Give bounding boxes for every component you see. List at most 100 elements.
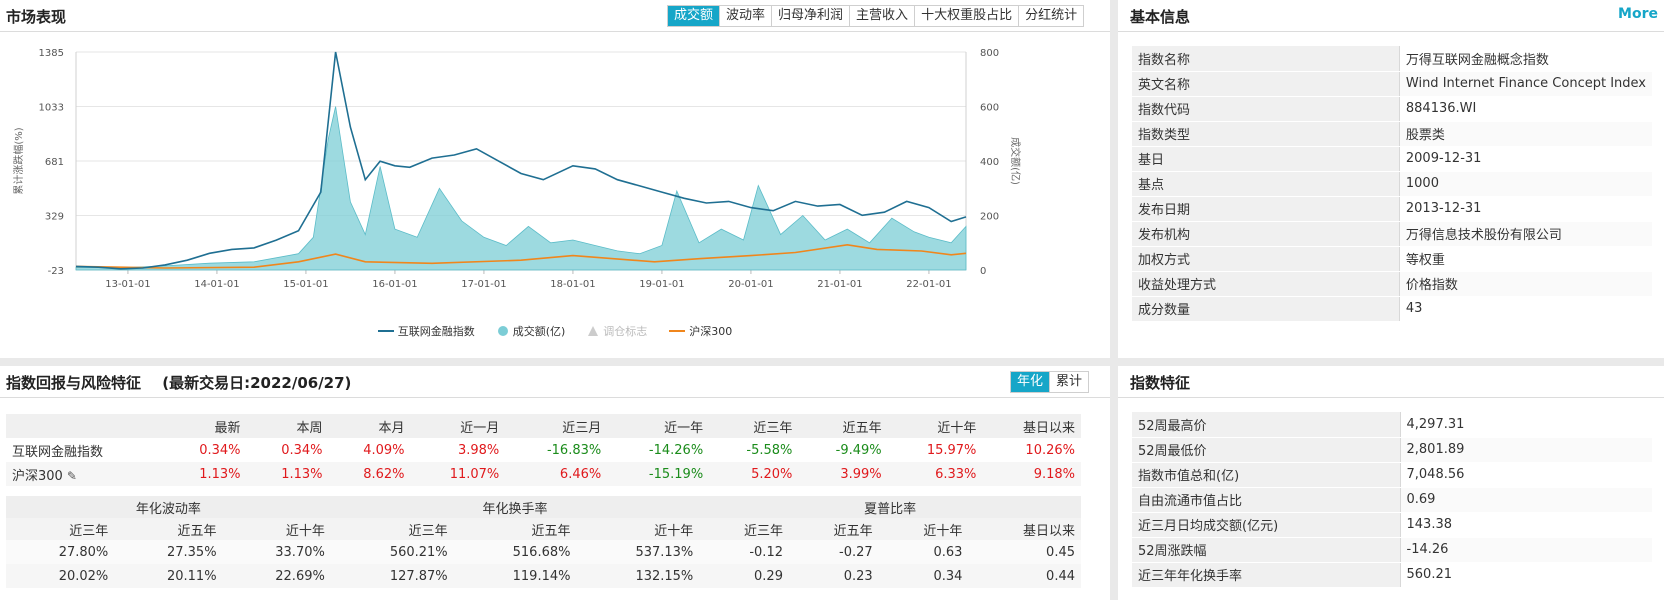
risk-value: 22.69% <box>222 564 331 588</box>
legend-circle-icon <box>497 326 508 336</box>
info-key: 发布机构 <box>1132 221 1400 247</box>
feature-value: 560.21 <box>1400 562 1652 588</box>
y-right-tick-label: 800 <box>980 48 999 59</box>
info-value: 43 <box>1399 296 1652 322</box>
legend-adjust-label: 调仓标志 <box>603 325 648 338</box>
tab-annualized[interactable]: 年化 <box>1011 372 1050 392</box>
risk-value: -0.12 <box>699 540 789 564</box>
latest-trade-date: (最新交易日:2022/06/27) <box>162 374 352 392</box>
title-divider <box>0 397 1110 398</box>
feature-value: 2,801.89 <box>1400 437 1652 463</box>
info-row: 指数类型 股票类 <box>1132 121 1652 147</box>
feature-key: 52周涨跌幅 <box>1132 537 1401 563</box>
feature-value: 4,297.31 <box>1400 412 1652 438</box>
risk-value: 20.11% <box>114 564 223 588</box>
returns-value: 5.20% <box>709 462 799 486</box>
returns-value: 6.33% <box>887 462 983 486</box>
returns-value: -14.26% <box>648 442 704 458</box>
info-value: 1000 <box>1399 171 1652 197</box>
info-value: 2013-12-31 <box>1399 196 1652 222</box>
risk-row: 20.02% 20.11% 22.69% 127.87% 119.14% 132.15% 0… <box>6 564 1081 588</box>
y-right-tick-label: 600 <box>980 103 999 114</box>
tab-volume[interactable]: 成交额 <box>668 6 720 26</box>
returns-row: 互联网金融指数 0.34% 0.34% 4.09% 3.98% -16.83% -14.26… <box>6 438 1081 462</box>
returns-header-cell: 近三月 <box>505 414 608 438</box>
tab-dividend[interactable]: 分红统计 <box>1018 6 1084 26</box>
x-tick-label: 21-01-01 <box>817 279 862 290</box>
risk-value: 20.02% <box>6 564 115 588</box>
returns-value: 8.62% <box>328 462 411 486</box>
returns-header-cell: 近五年 <box>798 414 888 438</box>
info-value: 万得信息技术股份有限公司 <box>1399 221 1652 247</box>
risk-value: 0.45 <box>968 540 1081 564</box>
feature-key: 自由流通市值占比 <box>1132 487 1401 513</box>
risk-value: 127.87% <box>330 564 454 588</box>
info-key: 基日 <box>1132 146 1400 172</box>
feature-row: 近三月日均成交额(亿元) 143.38 <box>1132 512 1652 538</box>
market-performance-panel: 市场表现 成交额 波动率 归母净利润 主营收入 十大权重股占比 分红统计 138… <box>0 0 1110 358</box>
risk-value: -0.27 <box>788 540 879 564</box>
features-table: 52周最高价 4,297.31 52周最低价 2,801.89 指数市值总和(亿) 7,0… <box>1132 412 1652 588</box>
info-row: 发布机构 万得信息技术股份有限公司 <box>1132 221 1652 247</box>
feature-key: 近三年年化换手率 <box>1132 562 1401 588</box>
tab-net-profit[interactable]: 归母净利润 <box>771 6 850 26</box>
x-tick-label: 18-01-01 <box>550 279 595 290</box>
tab-revenue[interactable]: 主营收入 <box>849 6 915 26</box>
feature-key: 52周最低价 <box>1132 437 1401 463</box>
risk-subheader-cell: 近十年 <box>222 518 331 540</box>
tab-cumulative[interactable]: 累计 <box>1049 372 1089 392</box>
risk-value: 132.15% <box>576 564 700 588</box>
info-key: 指数名称 <box>1132 46 1400 72</box>
risk-value: 516.68% <box>453 540 577 564</box>
risk-subheader-cell: 近三年 <box>330 518 454 540</box>
edit-pencil-icon[interactable]: ✎ <box>66 468 77 483</box>
legend-index[interactable]: 互联网金融指数 <box>377 323 475 339</box>
returns-header-cell: 近一年 <box>607 414 710 438</box>
legend-triangle-icon <box>588 326 599 336</box>
risk-group-row: 年化波动率 年化换手率 夏普比率 <box>6 496 1081 518</box>
risk-subheader-cell: 近五年 <box>453 518 577 540</box>
info-row: 指数代码 884136.WI <box>1132 96 1652 122</box>
x-tick-label: 13-01-01 <box>105 279 150 290</box>
legend-hs300[interactable]: 沪深300 <box>669 323 732 339</box>
series-volume-area <box>75 106 967 271</box>
series-index-line <box>75 51 967 270</box>
info-row: 加权方式 等权重 <box>1132 246 1652 272</box>
returns-header-row: 最新 本周 本月 近一月 近三月 近一年 近三年 近五年 近十年 基日以来 <box>6 414 1081 438</box>
returns-value: 0.34% <box>281 442 323 458</box>
y-right-tick-label: 0 <box>980 266 986 277</box>
returns-value: 1.13% <box>164 462 247 486</box>
returns-value: 0.34% <box>199 442 241 458</box>
legend-volume[interactable]: 成交额(亿) <box>497 323 566 339</box>
returns-risk-panel: 指数回报与风险特征 (最新交易日:2022/06/27) 年化 累计 最新 本周本… <box>0 366 1110 600</box>
info-row: 发布日期 2013-12-31 <box>1132 196 1652 222</box>
returns-row: 沪深300 ✎ 1.13% 1.13% 8.62% 11.07% 6.46% -15.19% 5… <box>6 462 1081 486</box>
y-left-tick-label: -23 <box>48 266 64 277</box>
returns-row-name: 互联网金融指数 <box>12 444 104 460</box>
returns-header-cell: 本月 <box>328 414 411 438</box>
legend-adjust[interactable]: 调仓标志 <box>587 323 647 339</box>
returns-value: 4.09% <box>363 442 405 458</box>
x-tick-label: 19-01-01 <box>639 279 684 290</box>
legend-volume-label: 成交额(亿) <box>512 325 566 338</box>
feature-row: 自由流通市值占比 0.69 <box>1132 487 1652 513</box>
market-tabs: 成交额 波动率 归母净利润 主营收入 十大权重股占比 分红统计 <box>667 5 1085 27</box>
risk-value: 27.35% <box>114 540 223 564</box>
returns-value: -5.58% <box>746 442 793 458</box>
more-link[interactable]: More <box>1618 6 1658 22</box>
info-key: 指数代码 <box>1132 96 1400 122</box>
returns-value: -16.83% <box>546 442 602 458</box>
x-tick-label: 17-01-01 <box>461 279 506 290</box>
info-key: 指数类型 <box>1132 121 1400 147</box>
risk-subheader-cell: 基日以来 <box>968 518 1081 540</box>
x-tick-label: 15-01-01 <box>283 279 328 290</box>
y-left-tick-label: 1033 <box>39 103 64 114</box>
returns-value: 11.07% <box>410 462 506 486</box>
info-row: 基点 1000 <box>1132 171 1652 197</box>
tab-volatility[interactable]: 波动率 <box>719 6 772 26</box>
features-title: 指数特征 <box>1130 374 1191 392</box>
series-hs300-line <box>75 243 967 269</box>
tab-top10-weight[interactable]: 十大权重股占比 <box>914 6 1019 26</box>
risk-value: 119.14% <box>453 564 577 588</box>
risk-table: 年化波动率 年化换手率 夏普比率 近三年 近五年 近十年 近三年 近五年 近十年 近三年 近五年 近十… <box>6 496 1081 588</box>
